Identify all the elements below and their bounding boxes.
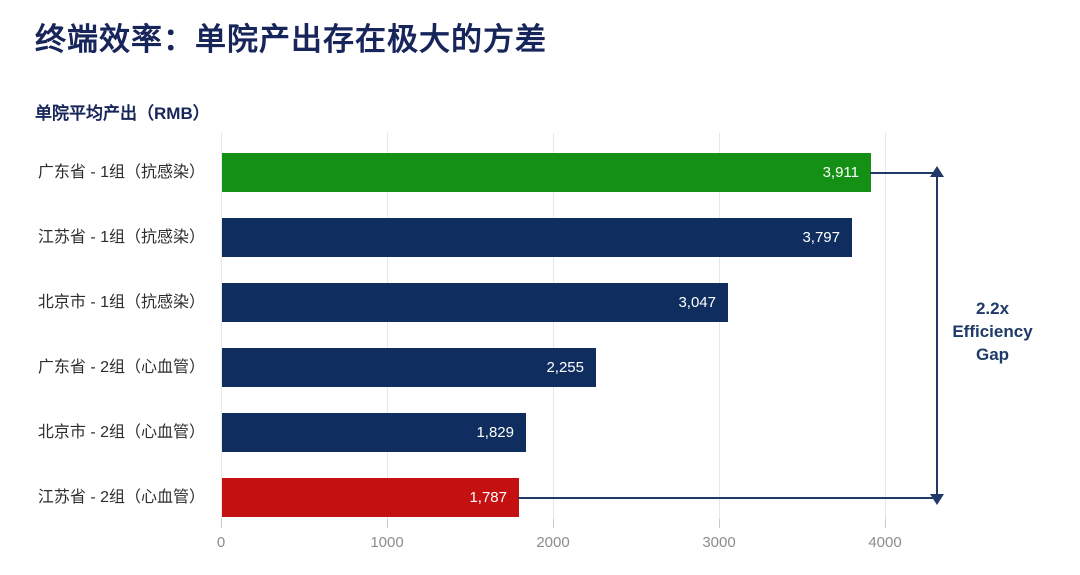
category-label: 北京市 - 1组（抗感染） bbox=[37, 294, 205, 311]
efficiency-gap-annotation: 2.2x Efficiency Gap bbox=[940, 297, 1045, 366]
annotation-line-2: Efficiency bbox=[952, 322, 1033, 341]
bar-value-label: 3,047 bbox=[678, 294, 716, 311]
gap-arrow-up-head bbox=[930, 165, 944, 177]
bar-3: 3,047 bbox=[222, 283, 728, 322]
chart-axis-title: 单院平均产出（RMB） bbox=[35, 104, 210, 123]
axis-tick-label-3000: 3000 bbox=[702, 534, 736, 551]
category-label: 广东省 - 1组（抗感染） bbox=[37, 164, 205, 181]
gridline-1000 bbox=[387, 133, 388, 528]
annotation-line-1: 2.2x bbox=[975, 299, 1010, 318]
category-label: 北京市 - 2组（心血管） bbox=[37, 424, 205, 441]
bar-value-label: 1,787 bbox=[469, 489, 507, 506]
bar-value-label: 3,797 bbox=[802, 229, 840, 246]
bar-value-label: 3,911 bbox=[822, 164, 859, 181]
bar-6: 1,787 bbox=[222, 478, 519, 517]
axis-tick-0 bbox=[221, 519, 222, 528]
category-label: 广东省 - 2组（心血管） bbox=[37, 359, 205, 376]
bar-1: 3,911 bbox=[222, 153, 871, 192]
axis-tick-label-0: 0 bbox=[216, 534, 226, 551]
axis-tick-1000 bbox=[387, 519, 388, 528]
category-label: 江苏省 - 2组（心血管） bbox=[37, 489, 205, 506]
axis-tick-3000 bbox=[719, 519, 720, 528]
bar-2: 3,797 bbox=[222, 218, 852, 257]
axis-tick-label-1000: 1000 bbox=[370, 534, 404, 551]
page-title: 终端效率：单院产出存在极大的方差 bbox=[35, 22, 547, 57]
gap-arrow-line bbox=[936, 175, 938, 495]
axis-tick-2000 bbox=[553, 519, 554, 528]
axis-tick-label-2000: 2000 bbox=[536, 534, 570, 551]
gridline-0 bbox=[221, 133, 222, 528]
gap-arrow-down-head bbox=[930, 493, 944, 505]
gridline-4000 bbox=[885, 133, 886, 528]
bar-value-label: 2,255 bbox=[546, 359, 584, 376]
bar-value-label: 1,829 bbox=[476, 424, 514, 441]
bar-4: 2,255 bbox=[222, 348, 596, 387]
bar-5: 1,829 bbox=[222, 413, 526, 452]
gridline-2000 bbox=[553, 133, 554, 528]
gridline-3000 bbox=[719, 133, 720, 528]
category-label: 江苏省 - 1组（抗感染） bbox=[37, 229, 205, 246]
gap-arrow-top-connector bbox=[870, 171, 938, 174]
gap-arrow-bottom-connector bbox=[517, 496, 938, 499]
axis-tick-4000 bbox=[885, 519, 886, 528]
axis-tick-label-4000: 4000 bbox=[868, 534, 902, 551]
annotation-line-3: Gap bbox=[975, 345, 1010, 364]
